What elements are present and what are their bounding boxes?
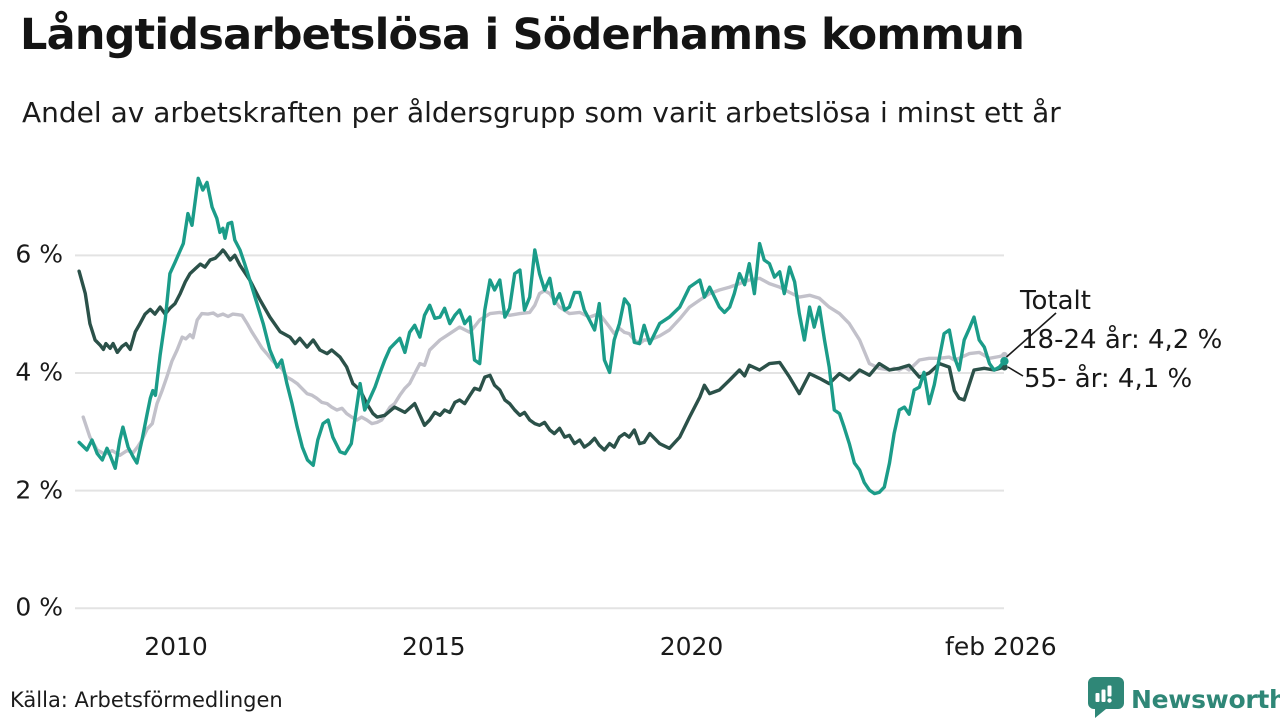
y-tick-label: 2 % (15, 474, 63, 504)
line-label-55-value: 55- år: 4,1 % (1024, 364, 1193, 394)
series-line-18-24-r (77, 176, 1007, 496)
x-tick-label: feb 2026 (945, 632, 1057, 661)
gridlines (75, 254, 1004, 610)
leader-line (1007, 366, 1024, 377)
line-label-totalt: Totalt (1020, 286, 1091, 316)
chart-series-lines (77, 176, 1009, 496)
series-line-55-r (77, 248, 1007, 452)
x-tick-label: 2010 (144, 632, 208, 661)
speech-bubble-shape (1088, 677, 1124, 718)
y-tick-label: 0 % (15, 592, 63, 622)
x-tick-label: 2020 (659, 632, 724, 661)
newsworthy-brand-link[interactable]: Newsworthy (1086, 676, 1280, 720)
line-label-18-24-value: 18-24 år: 4,2 % (1021, 325, 1223, 355)
leader-line (1005, 312, 1057, 358)
y-tick-label: 4 % (15, 357, 63, 387)
page-title: Långtidsarbetslösa i Söderhamns kommun (20, 10, 1025, 60)
newsworthy-wordmark: Newsworthy (1131, 684, 1280, 714)
x-tick-label: 2015 (401, 632, 466, 661)
page-subtitle: Andel av arbetskraften per åldersgrupp s… (22, 96, 1061, 129)
series-end-dot (1000, 357, 1009, 366)
y-tick-label: 6 % (15, 239, 63, 269)
series-end-dot (1001, 351, 1008, 359)
newsworthy-logo-icon (1086, 676, 1124, 720)
source-attribution: Källa: Arbetsförmedlingen (10, 688, 283, 712)
series-line-Totalt (81, 276, 1007, 457)
annotation-leader-lines (1005, 312, 1057, 377)
